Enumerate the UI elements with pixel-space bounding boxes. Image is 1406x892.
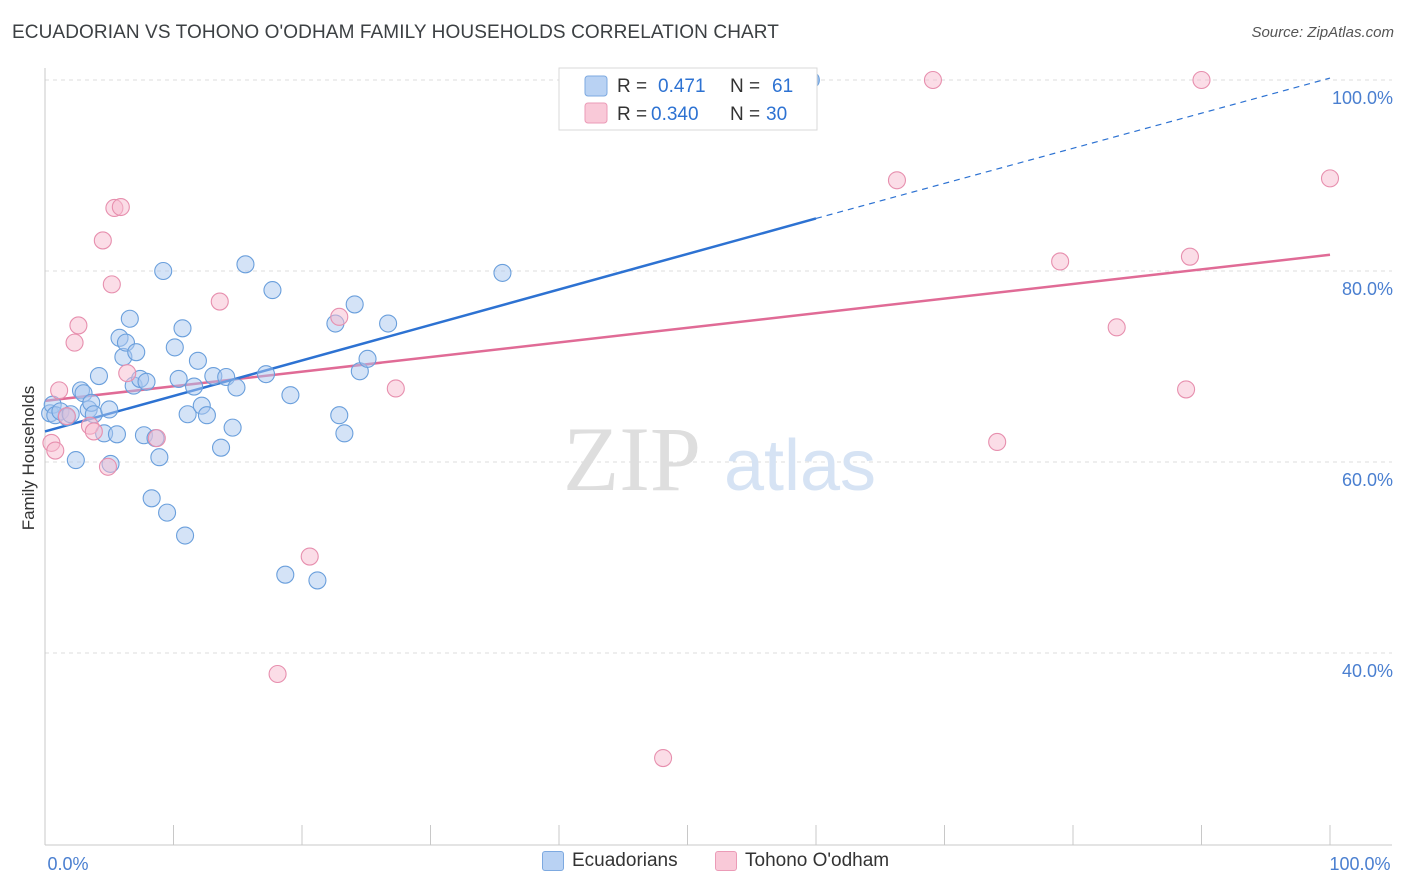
legend-swatch-blue: [542, 851, 564, 871]
point-ecuadorians: [154, 261, 173, 281]
legend-n-value-tohono: 30: [766, 104, 787, 125]
point-ecuadorians: [173, 319, 192, 338]
point-ecuadorians: [308, 571, 327, 590]
point-tohono: [1180, 247, 1199, 266]
point-ecuadorians: [330, 406, 349, 425]
y-tick-label-60: 60.0%: [1342, 470, 1393, 490]
point-ecuadorians: [276, 565, 295, 584]
point-tohono: [210, 292, 229, 311]
correlation-legend: R = 0.471 N = 61 R = 0.340 N = 30: [558, 67, 818, 131]
y-tick-labels: 40.0% 60.0% 80.0% 100.0%: [1332, 88, 1393, 681]
point-ecuadorians: [169, 369, 188, 388]
point-ecuadorians: [120, 309, 139, 328]
x-tick-label-max: 100.0%: [1329, 854, 1390, 874]
point-tohono: [330, 307, 349, 326]
legend-swatch-ecuadorians: [584, 75, 608, 97]
point-ecuadorians: [211, 438, 231, 457]
point-ecuadorians: [100, 400, 119, 419]
legend-label-ecuadorians: Ecuadorians: [572, 850, 678, 871]
legend-n-label-ecuadorians: N =: [730, 76, 760, 97]
point-ecuadorians: [107, 425, 127, 444]
point-tohono: [65, 333, 84, 352]
point-ecuadorians: [127, 343, 146, 362]
point-ecuadorians: [150, 448, 169, 467]
legend-n-value-ecuadorians: 61: [772, 76, 793, 97]
trend-lines: [44, 77, 1331, 433]
trendline-ecuadorians-extension: [815, 77, 1331, 220]
chart-title: ECUADORIAN VS TOHONO O'ODHAM FAMILY HOUS…: [12, 22, 779, 43]
point-tohono: [268, 664, 287, 684]
point-ecuadorians: [335, 424, 354, 443]
point-tohono: [69, 316, 88, 335]
point-ecuadorians: [142, 489, 161, 508]
series-legend: Ecuadorians Tohono O'odham: [0, 850, 1406, 878]
data-points: [41, 70, 1340, 768]
point-tohono: [98, 457, 118, 476]
point-ecuadorians: [379, 314, 398, 333]
legend-swatch-pink: [715, 851, 737, 871]
point-ecuadorians: [236, 255, 255, 274]
point-ecuadorians: [66, 451, 85, 470]
point-ecuadorians: [493, 263, 512, 282]
point-tohono: [102, 275, 121, 294]
trendline-ecuadorians: [44, 217, 817, 433]
point-ecuadorians: [227, 378, 246, 397]
point-tohono: [1192, 70, 1211, 90]
point-tohono: [84, 422, 103, 441]
point-tohono: [988, 432, 1007, 451]
point-tohono: [654, 748, 673, 768]
point-tohono: [147, 429, 166, 448]
point-ecuadorians: [176, 526, 195, 545]
grid-lines: [45, 79, 1392, 654]
x-tick-label-min: 0.0%: [47, 854, 88, 874]
point-ecuadorians: [178, 405, 197, 424]
point-tohono: [1177, 380, 1196, 399]
point-tohono: [1320, 169, 1340, 188]
point-tohono: [93, 231, 112, 250]
point-ecuadorians: [197, 406, 216, 425]
legend-item-ecuadorians[interactable]: Ecuadorians: [542, 850, 678, 872]
watermark-atlas: atlas: [724, 426, 876, 506]
legend-r-label-ecuadorians: R =: [617, 76, 647, 97]
point-ecuadorians: [165, 338, 184, 357]
point-tohono: [923, 70, 942, 90]
point-tohono: [111, 197, 130, 217]
point-tohono: [386, 379, 405, 398]
point-tohono: [887, 171, 907, 190]
point-tohono: [1051, 252, 1070, 271]
point-tohono: [57, 407, 76, 426]
y-tick-label-80: 80.0%: [1342, 279, 1393, 299]
legend-r-value-ecuadorians: 0.471: [658, 76, 706, 97]
source-label: Source: ZipAtlas.com: [1251, 24, 1394, 41]
y-tick-label-40: 40.0%: [1342, 661, 1393, 681]
point-ecuadorians: [158, 503, 177, 522]
legend-swatch-tohono: [584, 102, 608, 124]
y-tick-label-100: 100.0%: [1332, 88, 1393, 108]
y-axis-label: Family Households: [19, 386, 38, 531]
point-tohono: [1107, 318, 1126, 337]
point-ecuadorians: [89, 366, 109, 386]
point-ecuadorians: [281, 386, 300, 405]
point-ecuadorians: [358, 349, 377, 368]
point-ecuadorians: [223, 418, 242, 437]
point-tohono: [50, 381, 69, 400]
point-tohono: [300, 547, 319, 566]
watermark-zip: ZIP: [563, 408, 701, 510]
point-ecuadorians: [256, 365, 276, 384]
point-ecuadorians: [185, 377, 204, 396]
point-ecuadorians: [137, 372, 156, 391]
legend-item-tohono[interactable]: Tohono O'odham: [715, 850, 889, 872]
legend-r-label-tohono: R =: [617, 104, 647, 125]
point-tohono: [46, 441, 65, 460]
point-ecuadorians: [345, 295, 364, 314]
legend-n-label-tohono: N =: [730, 104, 760, 125]
point-ecuadorians: [188, 351, 207, 370]
axes: [44, 68, 1392, 846]
legend-r-value-tohono: 0.340: [651, 104, 699, 125]
point-ecuadorians: [263, 281, 282, 300]
legend-label-tohono: Tohono O'odham: [745, 850, 890, 871]
point-tohono: [118, 364, 137, 383]
